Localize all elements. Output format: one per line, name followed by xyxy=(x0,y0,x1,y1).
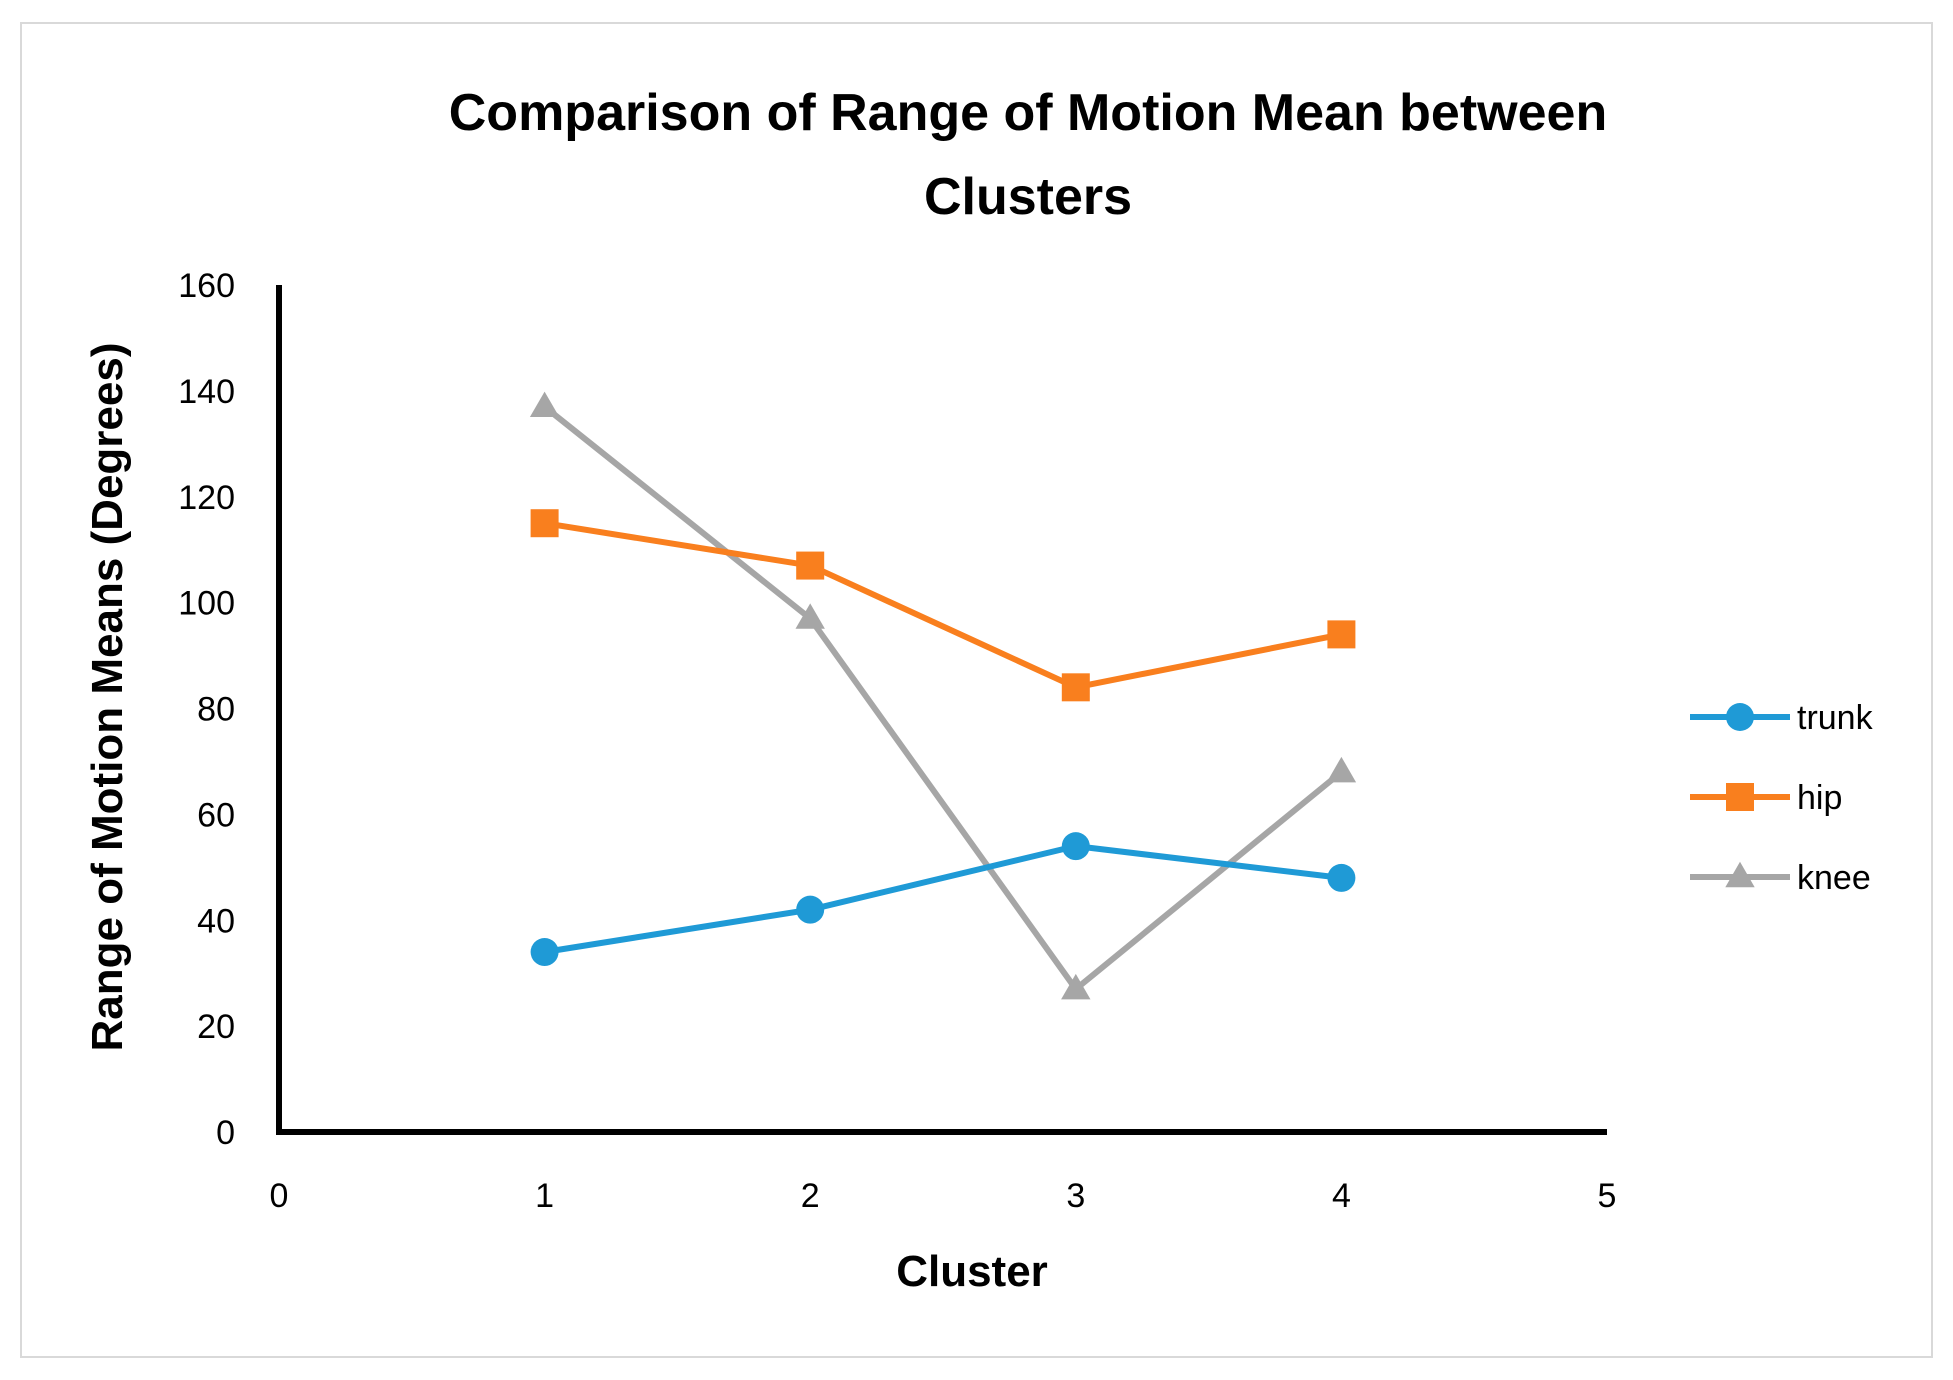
tick-labels: 0 20 40 60 80 100 120 140 160 0 1 2 3 4 5 xyxy=(178,267,1616,1215)
series-line-trunk xyxy=(544,843,1342,955)
x-tick-label: 5 xyxy=(1598,1177,1617,1215)
legend-swatch-marker xyxy=(1725,861,1755,888)
chart-frame xyxy=(20,22,1933,1358)
chart-title-line-1: Comparison of Range of Motion Mean betwe… xyxy=(449,84,1607,142)
legend-item-trunk: trunk xyxy=(1690,699,1874,737)
legend-item-knee: knee xyxy=(1690,859,1871,897)
x-tick-label: 4 xyxy=(1332,1177,1351,1215)
data-point-trunk xyxy=(1061,832,1090,861)
series-line-knee xyxy=(542,404,1344,993)
y-tick-label: 140 xyxy=(178,373,235,411)
data-point-hip xyxy=(1327,620,1356,649)
x-tick-label: 3 xyxy=(1066,1177,1085,1215)
y-tick-label: 80 xyxy=(197,691,235,729)
y-tick-label: 160 xyxy=(178,267,235,305)
series-hip xyxy=(530,509,1356,702)
chart-title-line-2: Clusters xyxy=(924,168,1132,226)
data-point-hip xyxy=(1061,673,1090,702)
y-tick-label: 20 xyxy=(197,1008,235,1046)
data-point-trunk xyxy=(1327,863,1356,892)
data-point-knee xyxy=(1061,973,1091,1000)
y-axis-title: Range of Motion Means (Degrees) xyxy=(83,343,132,1052)
y-tick-label: 100 xyxy=(178,585,235,623)
y-tick-label: 60 xyxy=(197,796,235,834)
legend-swatch-marker xyxy=(1726,783,1754,811)
legend-label: trunk xyxy=(1797,699,1874,737)
legend-label: hip xyxy=(1797,779,1842,817)
series-knee xyxy=(529,391,1357,1000)
data-point-knee xyxy=(795,603,825,629)
legend-swatch-marker xyxy=(1726,703,1754,731)
series-line-hip xyxy=(544,520,1342,691)
legend-item-hip: hip xyxy=(1690,779,1842,817)
series-layer xyxy=(529,391,1357,1000)
y-tick-label: 120 xyxy=(178,479,235,517)
x-tick-label: 1 xyxy=(535,1177,554,1215)
data-point-hip xyxy=(530,509,559,538)
data-point-knee xyxy=(529,391,560,418)
legend: trunk hip knee xyxy=(1690,699,1874,897)
x-tick-label: 2 xyxy=(801,1177,820,1215)
data-point-trunk xyxy=(796,895,825,924)
x-axis-title: Cluster xyxy=(896,1247,1048,1296)
data-point-hip xyxy=(796,551,825,580)
y-tick-label: 0 xyxy=(216,1114,235,1152)
legend-label: knee xyxy=(1797,859,1871,897)
y-tick-label: 40 xyxy=(197,902,235,940)
series-trunk xyxy=(530,832,1356,967)
x-tick-label: 0 xyxy=(270,1177,289,1215)
data-point-trunk xyxy=(530,938,559,967)
data-point-knee xyxy=(1326,756,1357,783)
